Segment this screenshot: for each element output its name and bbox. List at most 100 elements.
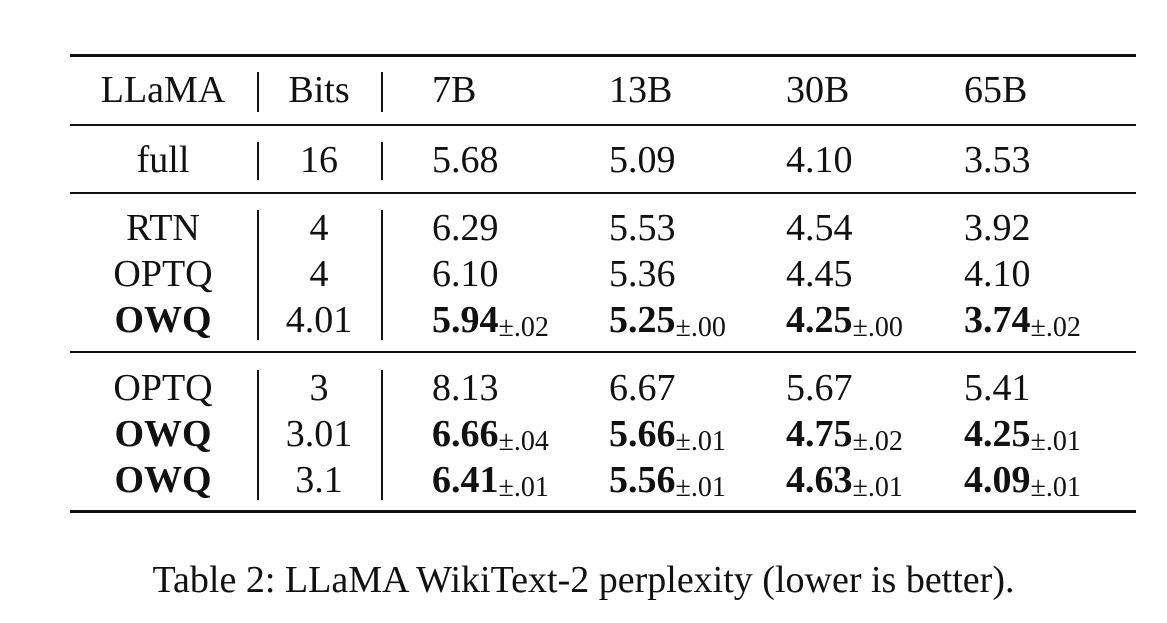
perplexity-cell: 4.25±.01 [964, 412, 1081, 457]
method-cell: RTN [126, 207, 200, 249]
perplexity-cell: 5.56±.01 [609, 458, 726, 503]
header-llama: LLaMA [100, 69, 226, 111]
perplexity-value: 5.36 [609, 253, 676, 295]
perplexity-value: 3.92 [964, 207, 1031, 249]
header-rule [70, 124, 1136, 126]
perplexity-cell: 5.68 [432, 138, 499, 182]
perplexity-cell: 4.09±.01 [964, 458, 1081, 503]
perplexity-value: 4.63 [786, 459, 853, 501]
std-deviation: ±.01 [1030, 426, 1081, 457]
perplexity-cell: 4.10 [964, 252, 1031, 296]
perplexity-value: 6.41 [432, 459, 499, 501]
perplexity-cell: 6.29 [432, 206, 499, 250]
column-separator [257, 142, 259, 180]
perplexity-cell: 8.13 [432, 366, 499, 410]
perplexity-value: 4.10 [964, 253, 1031, 295]
perplexity-value: 5.68 [432, 139, 499, 181]
method-cell: OPTQ [113, 253, 213, 295]
group-rule [70, 351, 1136, 353]
std-deviation: ±.04 [498, 426, 549, 457]
perplexity-value: 5.56 [609, 459, 676, 501]
bits-cell: 3 [309, 367, 329, 409]
perplexity-cell: 5.94±.02 [432, 298, 549, 343]
column-separator [381, 72, 383, 112]
bottom-rule [70, 510, 1136, 513]
perplexity-cell: 6.66±.04 [432, 412, 549, 457]
column-separator [381, 142, 383, 180]
bits-cell: 3.01 [285, 413, 353, 455]
method-cell: OWQ [114, 299, 212, 341]
perplexity-cell: 6.67 [609, 366, 676, 410]
bits-cell: 3.1 [295, 459, 343, 501]
header-size-7b: 7B [432, 69, 477, 111]
perplexity-cell: 4.25±.00 [786, 298, 903, 343]
perplexity-cell: 5.36 [609, 252, 676, 296]
method-cell: OWQ [114, 459, 212, 501]
perplexity-cell: 5.41 [964, 366, 1031, 410]
std-deviation: ±.01 [852, 472, 903, 503]
column-separator [257, 210, 259, 340]
method-cell: OPTQ [113, 367, 213, 409]
perplexity-value: 5.41 [964, 367, 1031, 409]
perplexity-value: 5.94 [432, 299, 499, 341]
perplexity-value: 6.67 [609, 367, 676, 409]
bits-cell: 4 [309, 253, 329, 295]
perplexity-value: 3.74 [964, 299, 1031, 341]
std-deviation: ±.02 [498, 312, 549, 343]
std-deviation: ±.00 [675, 312, 726, 343]
perplexity-cell: 6.10 [432, 252, 499, 296]
perplexity-cell: 3.92 [964, 206, 1031, 250]
perplexity-cell: 5.09 [609, 138, 676, 182]
perplexity-value: 4.10 [786, 139, 853, 181]
perplexity-cell: 4.63±.01 [786, 458, 903, 503]
top-rule [70, 54, 1136, 57]
header-size-65b: 65B [964, 69, 1028, 111]
perplexity-cell: 5.53 [609, 206, 676, 250]
perplexity-value: 4.54 [786, 207, 853, 249]
bits-cell: 4.01 [285, 299, 353, 341]
std-deviation: ±.02 [1030, 312, 1081, 343]
header-bits: Bits [288, 69, 350, 111]
column-separator [257, 72, 259, 112]
perplexity-value: 6.10 [432, 253, 499, 295]
perplexity-value: 4.45 [786, 253, 853, 295]
perplexity-cell: 4.45 [786, 252, 853, 296]
table-caption: Table 2: LLaMA WikiText-2 perplexity (lo… [152, 559, 1015, 601]
perplexity-value: 3.53 [964, 139, 1031, 181]
bits-cell: 16 [300, 139, 338, 181]
perplexity-cell: 4.75±.02 [786, 412, 903, 457]
perplexity-cell: 4.10 [786, 138, 853, 182]
perplexity-value: 5.66 [609, 413, 676, 455]
perplexity-value: 4.09 [964, 459, 1031, 501]
method-cell: OWQ [114, 413, 212, 455]
perplexity-cell: 6.41±.01 [432, 458, 549, 503]
std-deviation: ±.02 [852, 426, 903, 457]
std-deviation: ±.00 [852, 312, 903, 343]
perplexity-value: 4.25 [964, 413, 1031, 455]
std-deviation: ±.01 [675, 426, 726, 457]
perplexity-value: 6.29 [432, 207, 499, 249]
group-rule [70, 192, 1136, 194]
std-deviation: ±.01 [675, 472, 726, 503]
perplexity-value: 5.25 [609, 299, 676, 341]
perplexity-value: 5.53 [609, 207, 676, 249]
perplexity-cell: 5.66±.01 [609, 412, 726, 457]
perplexity-cell: 3.53 [964, 138, 1031, 182]
perplexity-cell: 4.54 [786, 206, 853, 250]
std-deviation: ±.01 [1030, 472, 1081, 503]
std-deviation: ±.01 [498, 472, 549, 503]
method-cell: full [136, 139, 190, 181]
perplexity-value: 5.67 [786, 367, 853, 409]
perplexity-cell: 5.67 [786, 366, 853, 410]
perplexity-value: 5.09 [609, 139, 676, 181]
column-separator [381, 210, 383, 340]
perplexity-value: 4.25 [786, 299, 853, 341]
header-size-30b: 30B [786, 69, 850, 111]
perplexity-cell: 3.74±.02 [964, 298, 1081, 343]
perplexity-value: 4.75 [786, 413, 853, 455]
bits-cell: 4 [309, 207, 329, 249]
column-separator [257, 370, 259, 500]
perplexity-value: 6.66 [432, 413, 499, 455]
perplexity-cell: 5.25±.00 [609, 298, 726, 343]
header-size-13b: 13B [609, 69, 673, 111]
